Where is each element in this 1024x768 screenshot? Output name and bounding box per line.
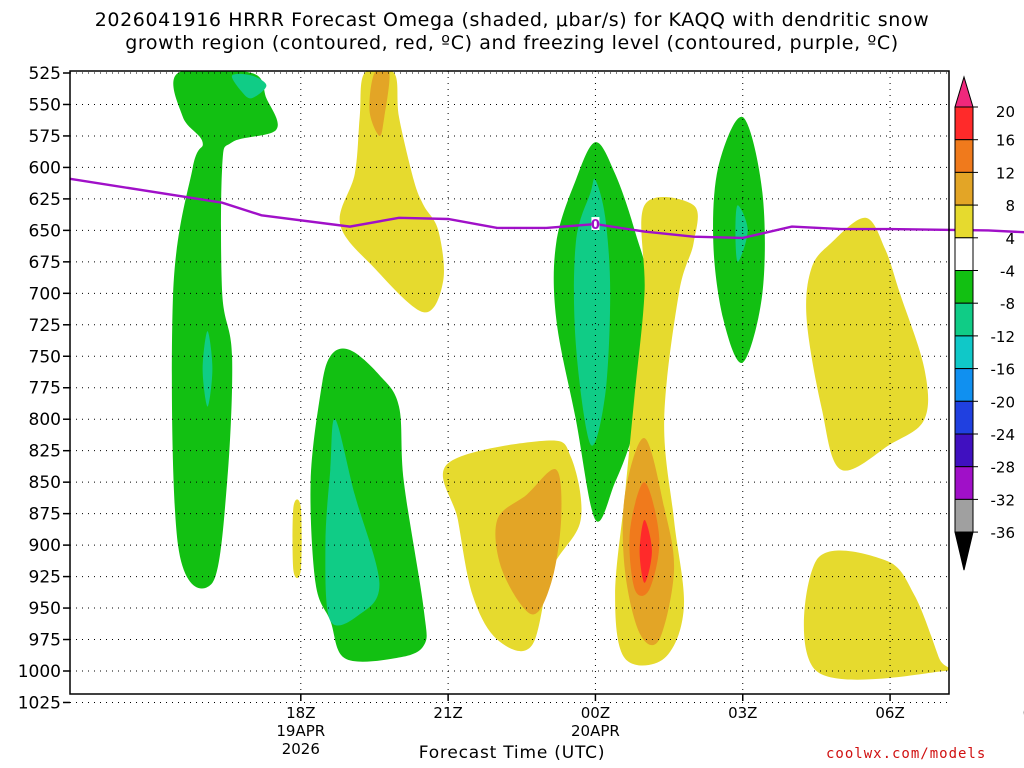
x-date-label-2026: 2026 [282,740,320,758]
chart-title-line-1: 2026041916 HRRR Forecast Omega (shaded, … [94,9,930,31]
y-tick-label-525: 525 [29,64,61,84]
omega-region-upward-motion-core-0300Z [735,205,748,262]
y-tick-label-550: 550 [29,95,61,115]
y-tick-label-950: 950 [29,599,61,619]
y-tick-label-875: 875 [29,505,61,525]
y-tick-label-650: 650 [29,221,61,241]
colorbar-label--24: -24 [991,426,1016,444]
x-axis-title: Forecast Time (UTC) [418,743,606,763]
x-tick-label-18Z: 18Z [286,704,315,722]
y-tick-label-1000: 1000 [18,662,61,682]
chart-title-line-2: growth region (contoured, red, ºC) and f… [125,32,899,54]
colorbar-label-16: 16 [996,132,1015,150]
colorbar-label--12: -12 [991,328,1016,346]
colorbar-label--16: -16 [991,361,1016,379]
omega-region-downward-motion-1800Z [292,499,302,579]
colorbar-label-20: 20 [996,103,1015,121]
site-credit: coolwx.com/models [826,746,987,762]
colorbar-swatch-2 [954,139,974,173]
omega-region-downward-motion-2030Z [339,71,444,313]
colorbar-label-12: 12 [996,164,1015,182]
y-tick-label-775: 775 [29,379,61,399]
omega-region-upward-motion-1730Z [171,71,278,589]
omega-shading [171,71,949,680]
omega-region-downward-motion-0630Z [803,550,949,680]
colorbar-swatch-6 [954,270,974,304]
y-tick-label-750: 750 [29,347,61,367]
colorbar-bottom-arrow [954,531,974,571]
colorbar-swatch-7 [954,302,974,337]
y-tick-label-925: 925 [29,568,61,588]
x-tick-label-03Z: 03Z [728,704,757,722]
plot-frame [69,70,950,695]
x-tick-label-09Z: 09Z [1023,704,1024,722]
x-date-label-20APR: 20APR [571,722,620,740]
omega-region-upward-motion-core-1730Z [202,331,213,407]
y-tick-label-725: 725 [29,316,61,336]
colorbar-label-4: 4 [1005,230,1015,248]
y-tick-label-850: 850 [29,473,61,493]
colorbar-swatch-13 [954,498,974,533]
omega-region-upward-motion-core-0000Z [573,178,611,446]
x-tick-label-06Z: 06Z [875,704,904,722]
omega-region-downward-motion-peak-0100Z [639,519,652,583]
y-tick-label-975: 975 [29,631,61,651]
freezing-level-label-group: 0 [591,217,600,233]
x-tick-label-21Z: 21Z [433,704,462,722]
pressure-axis: 525 550 575 600 625 650 675 700 725 750 775 800 825 8… [18,64,70,713]
colorbar-label--4: -4 [1000,263,1015,281]
colorbar-label--28: -28 [991,459,1016,477]
y-tick-label-700: 700 [29,284,61,304]
omega-region-downward-motion-core-2230Z [495,469,562,615]
chart-grid [70,71,949,703]
omega-region-upward-motion-core-1800Z [231,73,267,99]
colorbar-label-8: 8 [1005,197,1015,215]
omega-region-downward-motion-0500Z [806,217,929,471]
x-date-label-19APR: 19APR [276,722,325,740]
colorbar-swatch-4 [954,204,974,239]
y-tick-label-600: 600 [29,158,61,178]
colorbar-top-arrow [954,75,974,108]
y-tick-label-675: 675 [29,253,61,273]
colorbar-swatch-5 [954,237,974,272]
y-tick-label-625: 625 [29,190,61,210]
y-tick-label-575: 575 [29,127,61,147]
colorbar: 20 16 12 8 4 -4 -8 -12 -16 -20 -24 -28 -32 -36 [954,75,1016,571]
y-tick-label-900: 900 [29,536,61,556]
y-tick-label-800: 800 [29,410,61,430]
colorbar-label--36: -36 [991,524,1016,542]
colorbar-label--32: -32 [991,491,1016,509]
colorbar-label--20: -20 [991,393,1016,411]
freezing-level-label: 0 [591,218,600,233]
colorbar-swatch-8 [954,335,974,370]
y-tick-label-825: 825 [29,442,61,462]
omega-region-upward-motion-core-1930Z [325,418,380,626]
y-tick-label-1025: 1025 [18,693,61,713]
colorbar-swatch-12 [954,466,974,500]
colorbar-swatch-9 [954,368,974,402]
omega-region-downward-motion-core-2030Z [369,71,390,136]
freezing-level-line [69,177,1024,240]
freezing-level-label-bg [591,217,600,231]
colorbar-swatch-10 [954,400,974,435]
x-tick-label-00Z: 00Z [581,704,610,722]
colorbar-swatch-11 [954,433,974,468]
colorbar-swatch-1 [954,106,974,141]
colorbar-swatch-3 [954,171,974,206]
colorbar-label--8: -8 [1000,295,1015,313]
